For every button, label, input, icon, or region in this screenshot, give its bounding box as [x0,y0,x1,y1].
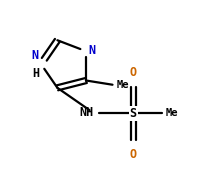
Text: H: H [32,67,39,80]
Text: Me: Me [165,109,178,118]
Text: NH: NH [79,106,93,119]
Text: O: O [129,148,136,161]
Text: Me: Me [116,80,129,90]
Text: S: S [129,107,136,120]
Text: O: O [129,66,136,79]
Text: N: N [32,49,39,62]
Text: N: N [88,44,95,57]
